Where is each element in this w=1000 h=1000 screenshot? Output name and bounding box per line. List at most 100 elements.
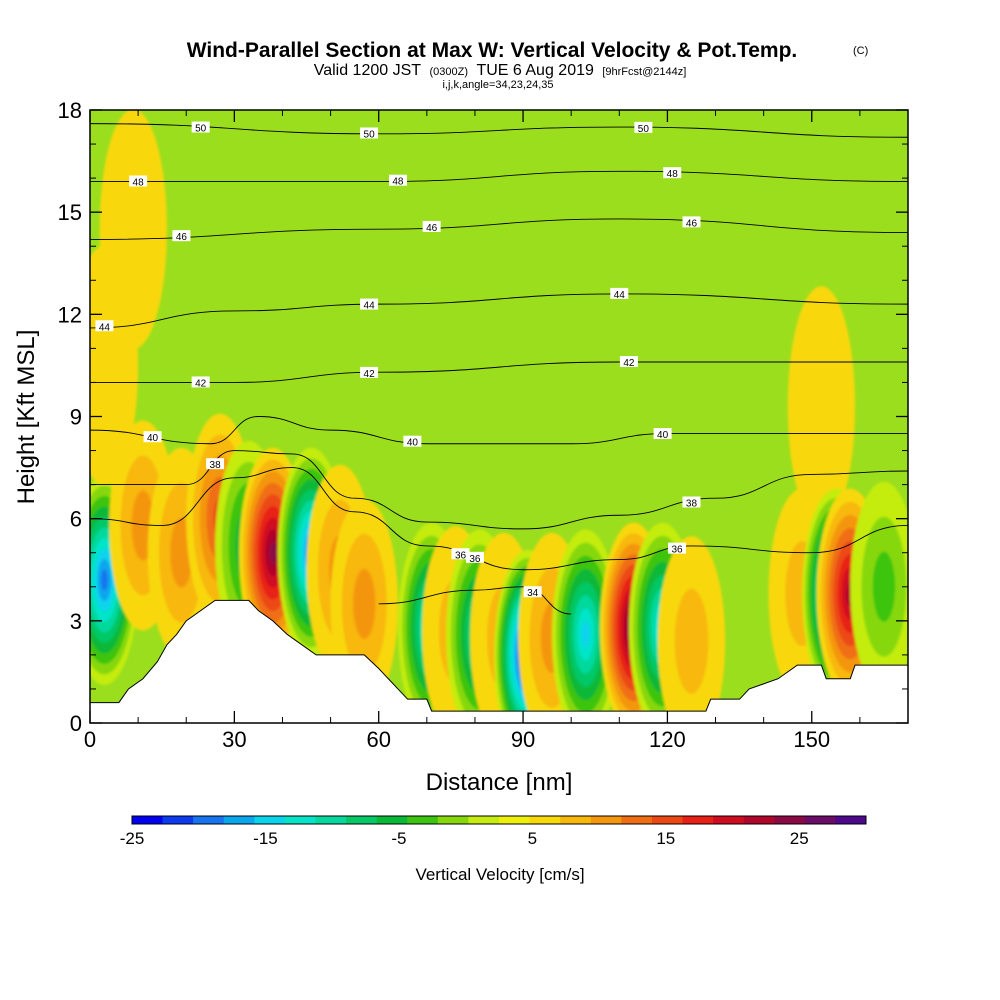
colorbar-tick-label: 25 (790, 829, 809, 848)
theta-contour-label: 40 (143, 431, 162, 444)
colorbar-swatch (804, 816, 836, 824)
colorbar: -25 -15 -5 5 15 25 (120, 815, 867, 848)
theta-contour-label: 44 (610, 287, 629, 301)
theta-contour-label: 38 (206, 458, 225, 471)
contour-label-text: 40 (407, 438, 419, 449)
theta-contour-label: 46 (422, 220, 441, 234)
theta-contour-label: 50 (191, 121, 210, 135)
contour-label-box (634, 121, 653, 133)
theta-contour-labels: 50 50 50 48 48 48 46 46 46 44 44 44 42 42 42 40 40 40 38 38… (95, 121, 701, 599)
x-tick-label: 0 (84, 727, 96, 752)
colorbar-frame (131, 815, 867, 825)
colorbar-swatch (468, 816, 500, 824)
contour-label-box (360, 127, 379, 139)
colorbar-swatch (682, 816, 714, 824)
contour-label-text: 46 (686, 218, 698, 229)
terrain (90, 599, 908, 723)
contour-label-text: 46 (426, 223, 438, 234)
colorbar-swatch (162, 816, 194, 824)
theta-contour-label: 46 (172, 230, 191, 243)
contour-label-text: 44 (364, 301, 376, 312)
theta-contour-label: 46 (682, 216, 701, 229)
contour-label-box (668, 542, 687, 554)
contour-label-box (619, 356, 638, 368)
colorbar-swatch (254, 816, 286, 824)
colorbar-title: Vertical Velocity [cm/s] (415, 865, 584, 884)
contour-label-text: 44 (614, 290, 626, 301)
colorbar-tick-label: -15 (253, 829, 278, 848)
chart-subtitle: Valid 1200 JST (0300Z) TUE 6 Aug 2019 [9… (314, 62, 687, 79)
y-tick-label: 15 (58, 200, 82, 225)
theta-contour-label: 48 (663, 167, 682, 180)
contour-label-box (610, 287, 629, 299)
colorbar-swatch (346, 816, 377, 824)
contour-label-text: 34 (527, 588, 539, 599)
colorbar-tick-label: -25 (120, 829, 145, 848)
y-tick-label: 6 (70, 507, 82, 532)
colorbar-tick-label: 5 (528, 829, 537, 848)
colorbar-swatch (529, 816, 561, 824)
contour-label-box (465, 551, 484, 563)
theta-contour-line (90, 450, 908, 530)
contour-label-text: 50 (638, 124, 650, 135)
contour-label-text: 36 (469, 554, 481, 565)
theta-contour-label: 50 (634, 121, 653, 135)
contour-label-box (403, 435, 422, 447)
y-tick-label: 9 (70, 405, 82, 430)
theta-contour-label: 36 (668, 542, 687, 556)
theta-contour-label: 48 (388, 174, 407, 188)
theta-contour-label: 36 (465, 551, 484, 565)
contour-label-box (682, 216, 701, 228)
velocity-cell (787, 286, 856, 527)
forecast-info: [9hrFcst@2144z] (602, 66, 686, 78)
section-params: i,j,k,angle=34,23,24,35 (442, 79, 553, 91)
contour-label-text: 50 (364, 129, 376, 140)
velocity-cell (581, 621, 590, 648)
contour-label-text: 44 (99, 322, 111, 333)
colorbar-tick-label: -5 (391, 829, 406, 848)
colorbar-swatch (407, 816, 439, 824)
contour-label-text: 48 (133, 178, 145, 189)
colorbar-swatch (743, 816, 775, 824)
contour-label-text: 48 (392, 177, 404, 188)
x-tick-label: 60 (366, 727, 390, 752)
velocity-cell (101, 569, 108, 591)
contour-label-box (388, 174, 407, 186)
x-tick-label: 150 (793, 727, 830, 752)
colorbar-swatch (132, 816, 163, 824)
x-tick-label: 120 (649, 727, 686, 752)
contour-label-text: 40 (147, 433, 159, 444)
colorbar-tick-label: 15 (656, 829, 675, 848)
colorbar-swatch (621, 816, 653, 824)
velocity-cell (872, 551, 896, 622)
contour-label-box (172, 230, 191, 242)
theta-contour-label: 42 (619, 356, 638, 369)
theta-contour-label: 40 (653, 428, 672, 441)
colorbar-swatch (499, 816, 530, 824)
colorbar-swatch (835, 816, 867, 824)
contour-label-text: 36 (455, 550, 467, 561)
theta-contour-label: 50 (360, 127, 379, 140)
contour-label-box (191, 121, 210, 133)
velocity-cell (674, 588, 709, 694)
theta-contour-label: 34 (523, 586, 542, 599)
contour-label-text: 36 (671, 545, 683, 556)
colorbar-swatch (193, 816, 225, 824)
theta-contour-line (90, 218, 908, 240)
theta-contour-label: 42 (360, 366, 379, 380)
theta-contour-label: 44 (95, 320, 114, 333)
theta-contour-label: 42 (191, 376, 210, 389)
contour-label-box (129, 175, 148, 187)
y-axis-label: Height [Kft MSL] (13, 330, 40, 505)
contour-label-box (663, 167, 682, 179)
theta-contour-label: 48 (129, 175, 148, 189)
x-axis-label: Distance [nm] (426, 769, 573, 796)
contour-label-box (653, 428, 672, 440)
contour-label-text: 48 (667, 169, 679, 180)
plot-area: 50 50 50 48 48 48 46 46 46 44 44 44 42 42 42 40 40 40 38 38… (90, 110, 908, 723)
y-tick-label: 18 (58, 98, 82, 123)
colorbar-swatch (774, 816, 806, 824)
contour-label-box (422, 220, 441, 232)
contour-label-text: 42 (623, 358, 635, 369)
colorbar-swatch (560, 816, 592, 824)
